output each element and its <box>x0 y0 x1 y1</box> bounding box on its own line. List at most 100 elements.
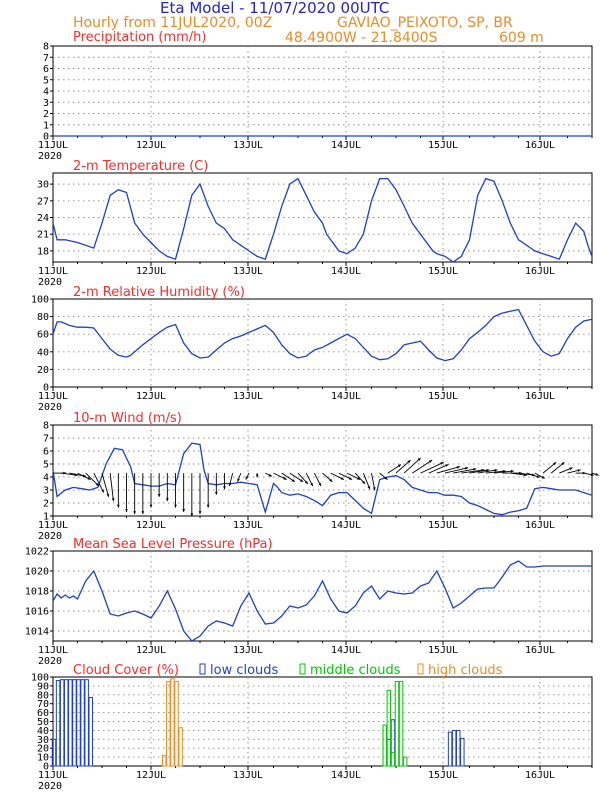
panel-title: 10-m Wind (m/s) <box>73 411 182 426</box>
wind-vector <box>428 464 449 474</box>
y-tick-label: 5 <box>43 75 49 86</box>
series-line-pressure <box>52 560 592 642</box>
x-tick-label: 15JUL <box>428 770 458 781</box>
y-tick-label: 1016 <box>25 607 49 618</box>
cloud-bar-low-clouds <box>68 679 73 767</box>
cloud-bar-high-clouds <box>170 678 175 767</box>
series-line-wind_speed <box>52 442 593 516</box>
y-tick-label: 18 <box>37 246 49 257</box>
cloud-bar-low-clouds <box>84 679 89 767</box>
x-tick-label: 14JUL <box>331 520 361 531</box>
x-tick-label: 16JUL <box>525 645 555 656</box>
wind-vector-head <box>318 482 321 487</box>
cloud-bar-middle-clouds <box>382 724 387 767</box>
legend-label: low clouds <box>210 663 279 678</box>
wind-vector <box>485 470 506 474</box>
y-tick-label: 90 <box>37 681 49 692</box>
wind-vector <box>362 472 371 490</box>
y-tick-label: 60 <box>37 708 49 719</box>
wind-vector-head <box>157 493 161 497</box>
y-tick-label: 50 <box>37 717 49 728</box>
y-tick-label: 0 <box>43 383 49 394</box>
y-tick-label: 100 <box>31 295 49 306</box>
x-tick-label: 15JUL <box>428 391 458 402</box>
wind-vector-head <box>486 468 490 472</box>
y-tick-label: 80 <box>37 312 49 323</box>
y-tick-label: 1020 <box>25 567 49 578</box>
x-tick-label: 12JUL <box>136 645 166 656</box>
wind-vector-head <box>223 486 226 490</box>
panel-rh: 11JUL 12JUL 13JUL 14JUL 15JUL 16JUL 2020 0 20 40 6… <box>31 285 593 413</box>
wind-vector-head <box>165 498 169 502</box>
wind-vector-head <box>101 489 104 493</box>
wind-vector-head <box>440 462 444 465</box>
wind-vector-head <box>106 493 110 497</box>
cloud-bar-middle-clouds <box>402 756 408 767</box>
wind-vector-head <box>268 473 272 477</box>
y-tick-label: 3 <box>43 98 49 109</box>
wind-vector-head <box>174 504 177 508</box>
wind-vector-head <box>237 478 240 482</box>
wind-vector-head <box>95 483 99 487</box>
cloud-bar-low-clouds <box>447 731 453 767</box>
y-tick-label: 30 <box>37 735 49 746</box>
y-tick-label: 2 <box>43 109 49 120</box>
wind-vector-head <box>367 486 371 490</box>
panel-temp: 11JUL 12JUL 13JUL 14JUL 15JUL 16JUL 2020 18 21 24… <box>37 159 593 288</box>
y-tick-label: 7 <box>43 53 49 64</box>
year-label: 2020 <box>38 151 62 162</box>
wind-vector-head <box>228 482 232 487</box>
y-tick-label: 10 <box>37 753 49 764</box>
wind-vector-head <box>255 474 259 478</box>
cloud-bar-low-clouds <box>51 738 57 767</box>
x-tick-label: 14JUL <box>331 770 361 781</box>
y-tick-label: 24 <box>37 213 49 224</box>
cloud-bar-low-clouds <box>64 679 69 767</box>
station-name: GAVIAO_PEIXOTO, SP, BR <box>337 15 513 31</box>
year-label: 2020 <box>38 656 62 667</box>
cloud-bar-low-clouds <box>456 729 461 767</box>
cloud-bar-low-clouds <box>88 696 93 767</box>
wind-vector <box>371 473 376 491</box>
wind-vector <box>436 466 461 474</box>
wind-vector-head <box>133 511 137 515</box>
wind-vector-head <box>397 464 402 468</box>
x-tick-label: 13JUL <box>233 645 263 656</box>
y-tick-label: 60 <box>37 330 49 341</box>
cloud-bar-low-clouds <box>80 679 85 767</box>
panels: 11JUL 12JUL 13JUL 14JUL 15JUL 16JUL2020012345… <box>25 30 599 792</box>
wind-vector <box>444 467 469 474</box>
x-tick-label: 11JUL <box>38 391 68 402</box>
panel-title: Cloud Cover (%) <box>73 663 179 678</box>
wind-vector-head <box>149 504 153 508</box>
y-tick-label: 80 <box>37 690 49 701</box>
x-tick-label: 16JUL <box>525 140 555 151</box>
wind-vector-head <box>464 467 469 470</box>
wind-vector <box>101 472 110 497</box>
wind-vector-head <box>87 477 91 480</box>
cloud-bar-middle-clouds <box>398 680 404 767</box>
x-tick-label: 15JUL <box>428 520 458 531</box>
hourly-line: Hourly from 11JUL2020, 00Z <box>73 15 272 31</box>
wind-vector-head <box>536 475 540 478</box>
legend-label: middle clouds <box>310 663 401 678</box>
wind-vector <box>403 457 421 474</box>
wind-vector-head <box>417 457 421 461</box>
station-elevation: 609 m <box>499 30 544 46</box>
wind-vector-head <box>428 460 433 463</box>
wind-vector-head <box>125 509 128 512</box>
panel-title: Mean Sea Level Pressure (hPa) <box>73 537 273 552</box>
y-tick-label: 6 <box>43 447 49 458</box>
wind-vector <box>93 472 105 493</box>
legend-label: high clouds <box>428 663 503 678</box>
wind-vector-head <box>111 498 115 502</box>
cloud-bar-low-clouds <box>390 719 396 767</box>
panel-mslp: 11JUL 12JUL 13JUL 14JUL 15JUL 16JUL 2020 1014 10… <box>25 537 593 667</box>
y-tick-label: 1014 <box>25 627 49 638</box>
y-tick-label: 4 <box>43 473 49 484</box>
wind-vector-head <box>445 464 449 467</box>
wind-vector-head <box>299 478 304 482</box>
y-tick-label: 8 <box>43 421 49 432</box>
y-tick-label: 5 <box>43 460 49 471</box>
